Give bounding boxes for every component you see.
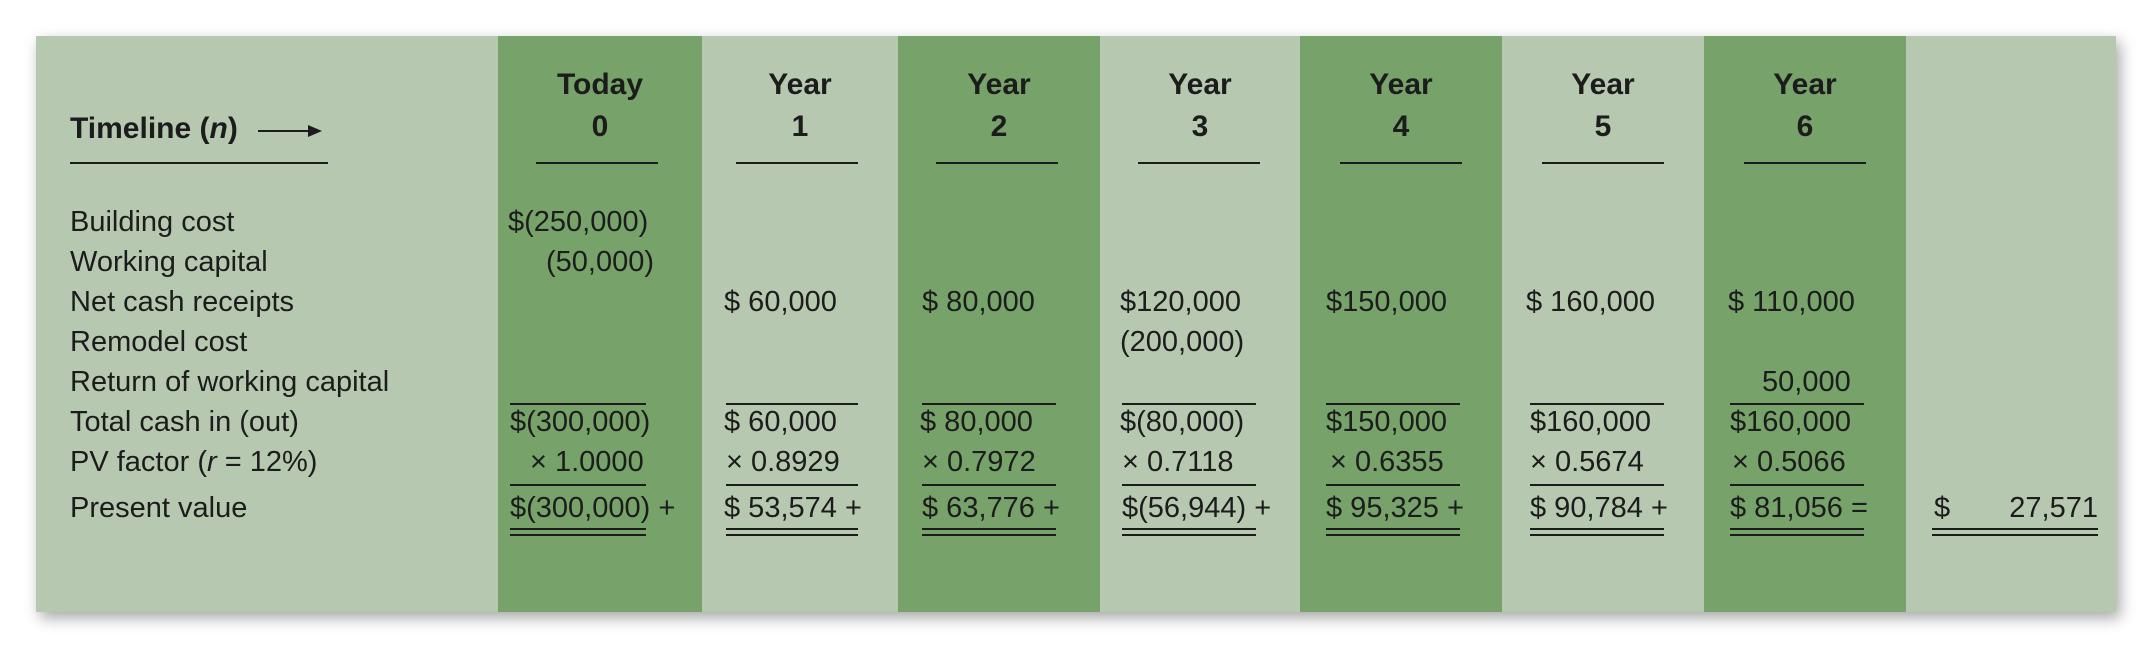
- column-band-year-2: [898, 36, 1100, 612]
- double-underline: [1326, 528, 1460, 536]
- total-cash-value: $150,000: [1326, 406, 1447, 438]
- col-header-year-3: Year 3: [1168, 68, 1232, 143]
- subtotal-rule: [1122, 403, 1256, 405]
- total-cash-value: $ 80,000: [920, 406, 1033, 438]
- header-underline: [1340, 162, 1462, 164]
- subtotal-rule: [1122, 484, 1256, 486]
- header-underline: [536, 162, 658, 164]
- pv-factor-value: × 0.7972: [922, 446, 1036, 478]
- header-underline: [1744, 162, 1866, 164]
- header-underline: [736, 162, 858, 164]
- column-band-today: [498, 36, 702, 612]
- net-cash-receipts-value: $120,000: [1120, 286, 1241, 318]
- double-underline: [1730, 528, 1864, 536]
- row-label-present-value: Present value: [70, 492, 248, 524]
- col-header-year-5: Year 5: [1571, 68, 1635, 143]
- column-band-total: [1906, 36, 2116, 612]
- double-underline: [922, 528, 1056, 536]
- net-cash-receipts-value: $ 60,000: [724, 286, 837, 318]
- total-cash-value: $ 60,000: [724, 406, 837, 438]
- remodel-cost-value: (200,000): [1120, 326, 1245, 358]
- present-value-value: $ 53,574 +: [724, 492, 862, 524]
- working-capital-value: (50,000): [546, 246, 655, 278]
- col-header-year-6: Year 6: [1773, 68, 1837, 143]
- present-value-value: $ 63,776 +: [922, 492, 1060, 524]
- double-underline: [1122, 528, 1256, 536]
- header-underline: [936, 162, 1058, 164]
- pv-factor-value: × 0.6355: [1330, 446, 1444, 478]
- row-label-total-cash: Total cash in (out): [70, 406, 299, 438]
- subtotal-rule: [726, 484, 858, 486]
- header-underline: [1542, 162, 1664, 164]
- return-working-capital-value: 50,000: [1762, 366, 1851, 398]
- double-underline: [1932, 528, 2098, 536]
- total-cash-value: $160,000: [1730, 406, 1851, 438]
- present-value-value: $ 81,056 =: [1730, 492, 1868, 524]
- building-cost-value: $(250,000): [508, 206, 649, 238]
- double-underline: [510, 528, 646, 536]
- subtotal-rule: [726, 403, 858, 405]
- npv-timeline-panel: Timeline (n) Today 0 Year 1 Year 2 Year 3 Ye…: [36, 36, 2116, 612]
- subtotal-rule: [1530, 403, 1664, 405]
- double-underline: [726, 528, 858, 536]
- timeline-arrowhead-icon: [308, 125, 322, 137]
- npv-dollar-sign: $: [1934, 492, 1951, 524]
- subtotal-rule: [1530, 484, 1664, 486]
- row-label-return-working-capital: Return of working capital: [70, 366, 390, 398]
- row-label-net-cash-receipts: Net cash receipts: [70, 286, 295, 318]
- subtotal-rule: [1730, 403, 1864, 405]
- timeline-underline: [70, 162, 328, 164]
- subtotal-rule: [1326, 484, 1460, 486]
- column-band-year-5: [1502, 36, 1704, 612]
- subtotal-rule: [1326, 403, 1460, 405]
- col-header-year-2: Year 2: [967, 68, 1031, 143]
- net-cash-receipts-value: $ 80,000: [922, 286, 1035, 318]
- present-value-value: $ 90,784 +: [1530, 492, 1668, 524]
- subtotal-rule: [922, 403, 1056, 405]
- subtotal-rule: [1730, 484, 1864, 486]
- col-header-year-4: Year 4: [1369, 68, 1433, 143]
- row-label-working-capital: Working capital: [70, 246, 268, 278]
- pv-factor-value: × 0.8929: [726, 446, 840, 478]
- net-cash-receipts-value: $ 110,000: [1728, 286, 1855, 318]
- total-cash-value: $(80,000): [1120, 406, 1245, 438]
- subtotal-rule: [510, 403, 646, 405]
- column-band-year-6: [1704, 36, 1906, 612]
- total-cash-value: $160,000: [1530, 406, 1651, 438]
- column-band-year-1: [702, 36, 898, 612]
- net-cash-receipts-value: $ 160,000: [1526, 286, 1656, 318]
- pv-factor-value: × 0.5674: [1530, 446, 1644, 478]
- row-label-building-cost: Building cost: [70, 206, 235, 238]
- pv-factor-value: × 0.7118: [1122, 446, 1234, 478]
- net-cash-receipts-value: $150,000: [1326, 286, 1447, 318]
- total-cash-value: $(300,000): [510, 406, 651, 438]
- present-value-value: $(300,000) +: [510, 492, 676, 524]
- row-label-remodel-cost: Remodel cost: [70, 326, 248, 358]
- present-value-value: $ 95,325 +: [1326, 492, 1464, 524]
- header-underline: [1138, 162, 1260, 164]
- row-label-pv-factor: PV factor (r = 12%): [70, 446, 318, 478]
- subtotal-rule: [922, 484, 1056, 486]
- timeline-arrow-icon: [258, 130, 312, 132]
- pv-factor-value: × 0.5066: [1732, 446, 1846, 478]
- present-value-value: $(56,944) +: [1122, 492, 1272, 524]
- timeline-label: Timeline (n): [70, 112, 238, 145]
- pv-factor-value: × 1.0000: [530, 446, 644, 478]
- column-band-year-3: [1100, 36, 1300, 612]
- npv-value: 27,571: [2009, 492, 2098, 524]
- col-header-year-1: Year 1: [768, 68, 832, 143]
- column-band-year-4: [1300, 36, 1502, 612]
- double-underline: [1530, 528, 1664, 536]
- col-header-today: Today 0: [556, 68, 644, 143]
- subtotal-rule: [510, 484, 646, 486]
